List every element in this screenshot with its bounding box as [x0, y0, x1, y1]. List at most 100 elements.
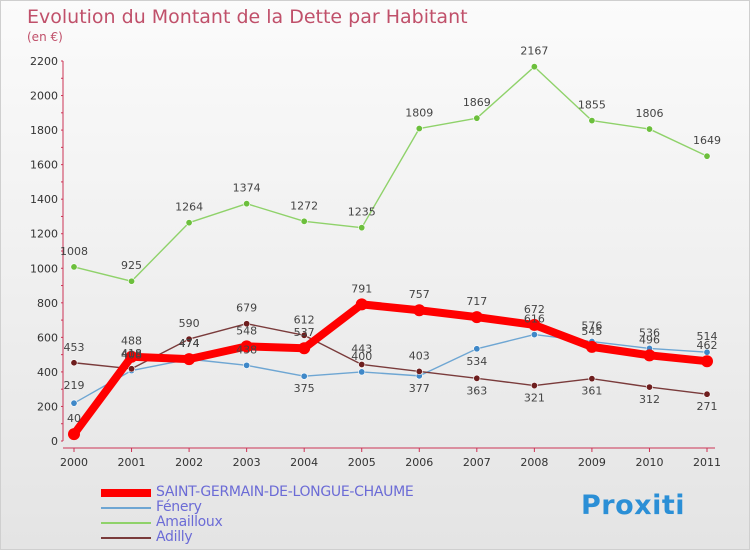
legend-label-adilly: Adilly — [156, 529, 193, 545]
data-label-adilly: 590 — [179, 317, 200, 330]
data-label-fenery: 536 — [639, 326, 660, 339]
data-label-amailloux: 1272 — [290, 199, 318, 212]
data-point-saint-germain-de-longue-chaume — [240, 340, 253, 353]
data-label-fenery: 576 — [581, 320, 602, 333]
x-tick-label: 2002 — [175, 456, 203, 469]
x-tick-label: 2003 — [233, 456, 261, 469]
data-label-adilly: 403 — [409, 349, 430, 362]
y-tick-label: 600 — [37, 331, 58, 344]
legend-label-saint-germain: SAINT-GERMAIN-DE-LONGUE-CHAUME — [156, 484, 414, 500]
legend-swatch-amailloux — [101, 522, 151, 524]
y-tick-label: 1200 — [30, 228, 58, 241]
data-point-saint-germain-de-longue-chaume — [643, 349, 656, 362]
data-point-amailloux — [530, 63, 538, 71]
data-point-adilly — [128, 365, 136, 373]
y-tick-label: 400 — [37, 366, 58, 379]
data-label-fenery: 438 — [236, 343, 257, 356]
data-label-amailloux: 925 — [121, 259, 142, 272]
data-point-saint-germain-de-longue-chaume — [470, 311, 483, 324]
data-label-saint-germain-de-longue-chaume: 462 — [697, 339, 718, 352]
y-tick-label: 800 — [37, 297, 58, 310]
y-tick-label: 0 — [51, 435, 58, 448]
data-point-saint-germain-de-longue-chaume — [183, 353, 196, 366]
data-point-adilly — [300, 331, 308, 339]
x-tick-label: 2004 — [290, 456, 318, 469]
data-label-adilly: 418 — [121, 347, 142, 360]
data-point-amailloux — [300, 217, 308, 225]
proxiti-logo: Proxiti — [581, 490, 685, 521]
data-label-amailloux: 1374 — [233, 182, 261, 195]
x-tick-label: 2005 — [348, 456, 376, 469]
legend-item-fenery: Fénery — [101, 499, 521, 516]
data-label-saint-germain-de-longue-chaume: 672 — [524, 303, 545, 316]
data-label-fenery: 514 — [697, 330, 718, 343]
data-point-amailloux — [645, 125, 653, 133]
y-tick-label: 200 — [37, 400, 58, 413]
data-label-fenery: 616 — [524, 313, 545, 326]
data-label-adilly: 361 — [581, 385, 602, 398]
data-point-saint-germain-de-longue-chaume — [355, 298, 368, 311]
legend-label-amailloux: Amailloux — [156, 514, 223, 530]
data-label-amailloux: 1869 — [463, 96, 491, 109]
data-label-amailloux: 1264 — [175, 201, 203, 214]
chart-subtitle: (en €) — [27, 30, 63, 44]
data-point-amailloux — [473, 114, 481, 122]
data-label-fenery: 377 — [409, 382, 430, 395]
x-tick-label: 2001 — [118, 456, 146, 469]
data-label-adilly: 321 — [524, 392, 545, 405]
data-point-saint-germain-de-longue-chaume — [68, 428, 80, 441]
y-tick-label: 1600 — [30, 159, 58, 172]
data-label-amailloux: 1809 — [405, 107, 433, 120]
data-label-saint-germain-de-longue-chaume: 496 — [639, 333, 660, 346]
legend-item-adilly: Adilly — [101, 529, 521, 546]
x-tick-label: 2010 — [635, 456, 663, 469]
data-label-saint-germain-de-longue-chaume: 537 — [294, 326, 315, 339]
data-point-amailloux — [588, 117, 596, 125]
x-tick-label: 2007 — [463, 456, 491, 469]
data-point-adilly — [703, 390, 711, 398]
data-point-amailloux — [415, 125, 423, 133]
data-label-saint-germain-de-longue-chaume: 757 — [409, 288, 430, 301]
data-point-fenery — [530, 331, 538, 339]
data-label-saint-germain-de-longue-chaume: 791 — [351, 282, 372, 295]
data-label-saint-germain-de-longue-chaume: 40 — [67, 412, 81, 425]
data-label-amailloux: 2167 — [520, 45, 548, 58]
data-label-fenery: 408 — [121, 349, 142, 362]
y-tick-label: 1800 — [30, 124, 58, 137]
data-point-fenery — [243, 361, 251, 369]
data-point-fenery — [300, 372, 308, 380]
chart-title: Evolution du Montant de la Dette par Hab… — [27, 6, 468, 28]
series-line-amailloux — [73, 65, 708, 282]
data-point-adilly — [530, 382, 538, 390]
series-line-fenery — [73, 333, 708, 404]
data-point-adilly — [358, 360, 366, 368]
data-label-fenery: 219 — [64, 379, 85, 392]
data-label-adilly: 453 — [64, 341, 85, 354]
data-label-amailloux: 1235 — [348, 206, 376, 219]
data-label-saint-germain-de-longue-chaume: 717 — [466, 295, 487, 308]
x-tick-label: 2000 — [60, 456, 88, 469]
legend-swatch-adilly — [101, 537, 151, 539]
data-point-adilly — [185, 335, 193, 343]
legend-swatch-fenery — [101, 507, 151, 509]
data-point-saint-germain-de-longue-chaume — [298, 342, 311, 355]
data-point-adilly — [588, 375, 596, 383]
y-tick-label: 2200 — [30, 55, 58, 68]
data-point-amailloux — [243, 200, 251, 208]
legend-label-fenery: Fénery — [156, 499, 202, 515]
data-point-saint-germain-de-longue-chaume — [701, 355, 713, 368]
data-point-amailloux — [185, 219, 193, 227]
data-label-adilly: 443 — [351, 342, 372, 355]
y-tick-label: 2000 — [30, 90, 58, 103]
data-label-amailloux: 1855 — [578, 99, 606, 112]
legend-item-amailloux: Amailloux — [101, 514, 521, 531]
series-line-adilly — [73, 323, 708, 395]
data-label-amailloux: 1649 — [693, 134, 721, 147]
x-tick-label: 2006 — [405, 456, 433, 469]
data-label-adilly: 363 — [466, 384, 487, 397]
data-label-saint-germain-de-longue-chaume: 474 — [179, 337, 200, 350]
data-label-fenery: 534 — [466, 355, 487, 368]
data-point-amailloux — [703, 152, 711, 160]
data-point-amailloux — [358, 224, 366, 232]
